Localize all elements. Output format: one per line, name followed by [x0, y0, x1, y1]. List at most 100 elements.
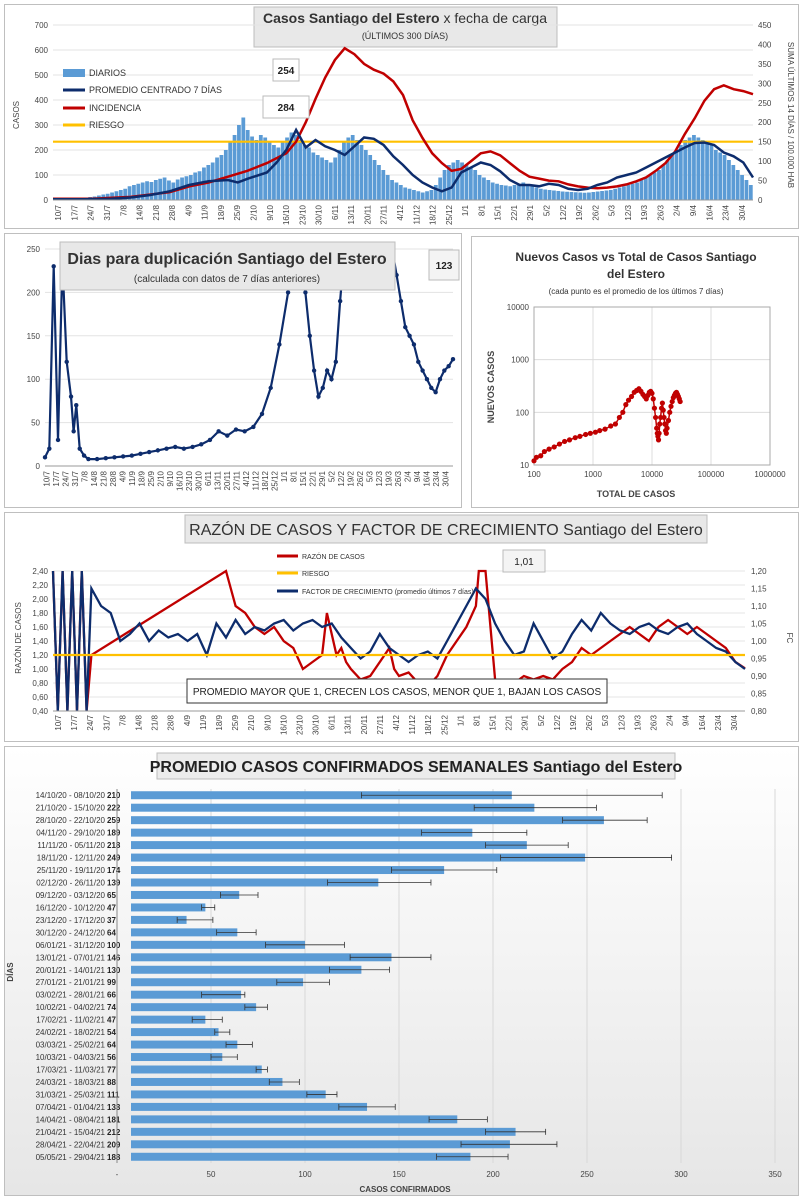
legend-razon: RAZÓN DE CASOS: [302, 552, 365, 561]
category-label: 06/01/21 - 31/12/20: [36, 941, 106, 950]
doubling-days-chart: 0 50 100 150 200 250 10/7 17/7 24/7 31/7 7/8 14/8 21…: [27, 241, 460, 491]
x-tick-label: 20/11: [363, 204, 372, 224]
x-tick-label: 5/2: [543, 204, 552, 216]
scatter-point: [538, 453, 544, 459]
daily-bar: [381, 170, 386, 200]
doubling-point: [416, 359, 421, 365]
x-tick-label: 15/1: [489, 714, 498, 730]
doubling-point: [333, 359, 339, 365]
doubling-point: [225, 433, 230, 438]
x-tick-label: 16/4: [422, 470, 431, 486]
x-tick-label: 11/12: [251, 470, 260, 490]
scatter-point: [663, 430, 669, 436]
scatter-point: [572, 435, 578, 441]
x-tick-label: 14/8: [136, 204, 145, 220]
callout-box: [502, 549, 546, 573]
y2-axis-label: SUMA ÚLTIMOS 14 DÍAS / 100.000 HAB: [786, 42, 795, 188]
category-label: 03/03/21 - 25/02/21: [36, 1041, 106, 1050]
x-tick-label: 27/11: [376, 714, 385, 734]
daily-bar: [565, 191, 569, 200]
y-tick-label: 0,80: [32, 679, 48, 688]
x-tick-label: 23/4: [722, 204, 731, 220]
x-tick-label: 31/7: [102, 714, 111, 730]
category-label: 24/03/21 - 18/03/21: [36, 1078, 106, 1087]
weekly-bar: [131, 841, 527, 850]
y-tick-label: 1,00: [32, 665, 48, 674]
value-label: 47: [107, 903, 116, 912]
x-tick-label: 16/10: [279, 714, 288, 735]
y-tick-label: 2,20: [32, 581, 48, 590]
x-tick-label: 19/2: [569, 714, 578, 730]
x-tick-label: 30/10: [312, 714, 321, 735]
daily-bar: [582, 192, 587, 200]
doubling-point: [259, 411, 265, 417]
y-axis-label: RAZÓN DE CASOS: [14, 602, 23, 674]
category-label: 28/04/21 - 22/04/21: [36, 1140, 106, 1149]
x-tick-label: 30/10: [315, 204, 324, 225]
x-tick-label: 26/2: [356, 470, 365, 486]
doubling-point: [320, 385, 325, 391]
x-tick-label: 25/12: [445, 204, 454, 225]
scatter-point: [592, 429, 599, 435]
scatter-point: [551, 444, 557, 450]
x-tick-label: 100: [527, 470, 541, 479]
weekly-bar: [131, 1090, 326, 1099]
daily-bar: [420, 192, 425, 200]
daily-bar: [538, 188, 543, 200]
value-label: 174: [107, 866, 121, 875]
scatter-point: [652, 414, 659, 421]
daily-bar: [530, 186, 534, 200]
value-label: 65: [107, 891, 116, 900]
callout-value: 1,01: [514, 557, 534, 568]
x-tick-label: 200: [486, 1170, 500, 1179]
daily-bar: [468, 167, 473, 200]
weekly-bar: [131, 1115, 458, 1124]
plot-area: [533, 306, 771, 466]
x-tick-label: 17/7: [70, 714, 79, 730]
weekly-bar: [131, 890, 240, 899]
x-tick-label: 2/4: [673, 204, 682, 216]
daily-bar: [591, 192, 596, 200]
daily-bar: [398, 185, 403, 200]
x-tick-label: 24/7: [87, 204, 96, 220]
x-tick-label: 27/11: [233, 470, 242, 490]
category-label: 23/12/20 - 17/12/20: [36, 916, 106, 925]
daily-bar: [499, 185, 504, 200]
x-tick-label: 15/1: [299, 470, 308, 486]
chart-subtitle: (calculada con datos de 7 días anteriore…: [134, 274, 320, 285]
daily-bar: [503, 185, 508, 200]
x-tick-label: 12/3: [624, 204, 633, 220]
daily-bar: [416, 191, 421, 200]
category-label: 30/12/20 - 24/12/20: [36, 928, 106, 937]
weekly-bar: [131, 803, 535, 812]
doubling-point: [446, 363, 451, 369]
x-tick-label: 17/7: [52, 470, 61, 486]
x-tick-label: 2/4: [666, 714, 675, 726]
x-tick-label: 26/2: [585, 714, 594, 730]
scatter-point: [654, 425, 660, 431]
promedio-line: [53, 127, 755, 201]
daily-bar: [293, 135, 298, 200]
category-label: 13/01/21 - 07/01/21: [36, 953, 106, 962]
x-tick-label: 1000: [584, 470, 602, 479]
value-label: 111: [107, 1090, 120, 1099]
category-label: 28/10/20 - 22/10/20: [36, 816, 106, 825]
doubling-point: [233, 427, 239, 432]
x-tick-label: 1/1: [456, 714, 465, 726]
x-tick-label: 5/3: [608, 204, 617, 216]
daily-bar: [508, 186, 513, 200]
x-tick-label: 5/3: [601, 714, 610, 726]
callout-284: 284: [278, 103, 295, 114]
y-tick-label: 0: [36, 462, 41, 471]
chart-subtitle: (ÚLTIMOS 300 DÍAS): [362, 31, 448, 41]
value-label: 100: [107, 941, 121, 950]
legend-promedio: PROMEDIO CENTRADO 7 DÍAS: [89, 85, 222, 95]
annotation-box: [186, 678, 608, 704]
doubling-point: [199, 442, 204, 447]
value-label: 259: [107, 816, 121, 825]
scatter-point: [661, 414, 667, 421]
weekly-bar: [131, 1065, 262, 1074]
x-tick-label: 19/3: [384, 470, 393, 486]
scatter-point: [655, 437, 662, 443]
doubling-point: [51, 264, 56, 269]
